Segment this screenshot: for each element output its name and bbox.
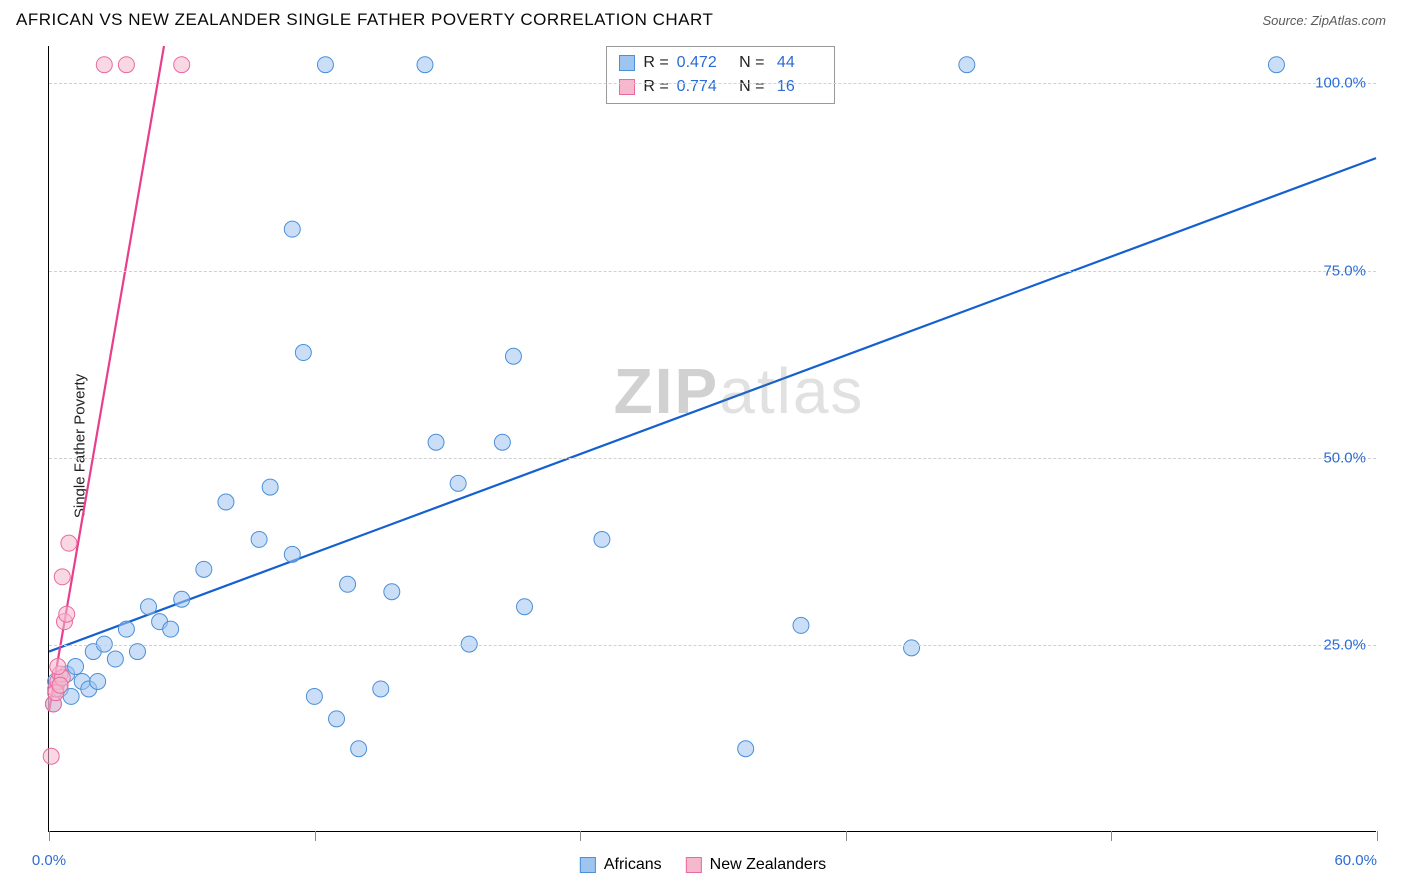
data-point [306,688,322,704]
data-point [68,659,84,675]
data-point [129,644,145,660]
legend-label: New Zealanders [710,856,827,874]
data-point [505,348,521,364]
data-point [1268,57,1284,73]
gridline-h [49,458,1376,459]
data-point [196,561,212,577]
data-point [417,57,433,73]
legend-label: Africans [604,856,662,874]
title-bar: AFRICAN VS NEW ZEALANDER SINGLE FATHER P… [0,0,1406,40]
data-point [262,479,278,495]
source-label: Source: ZipAtlas.com [1262,13,1386,28]
data-point [118,621,134,637]
stats-swatch [619,79,635,95]
y-tick-label: 100.0% [1315,75,1366,92]
gridline-h [49,83,1376,84]
data-point [118,57,134,73]
data-point [107,651,123,667]
data-point [517,599,533,615]
data-point [284,546,300,562]
data-point [373,681,389,697]
stat-n-label: N = [735,51,765,75]
data-point [61,535,77,551]
x-tick [846,831,847,841]
plot-area: ZIPatlas R =0.472 N = 44R =0.774 N = 16 … [48,46,1376,832]
data-point [54,569,70,585]
x-tick [1111,831,1112,841]
chart-title: AFRICAN VS NEW ZEALANDER SINGLE FATHER P… [16,10,713,30]
data-point [450,475,466,491]
stats-swatch [619,55,635,71]
data-point [384,584,400,600]
data-point [494,434,510,450]
data-point [43,748,59,764]
stat-r-label: R = [643,75,668,99]
trend-line [49,158,1376,651]
data-point [904,640,920,656]
stat-n-value: 16 [772,75,822,99]
gridline-h [49,645,1376,646]
y-tick-label: 50.0% [1323,449,1366,466]
data-point [959,57,975,73]
data-point [59,606,75,622]
data-point [96,57,112,73]
data-point [52,677,68,693]
stat-n-label: N = [735,75,765,99]
x-tick-label: 60.0% [1334,852,1377,869]
data-point [141,599,157,615]
data-point [284,221,300,237]
legend-swatch [580,857,596,873]
stat-r-value: 0.774 [677,75,727,99]
data-point [251,531,267,547]
y-tick-label: 75.0% [1323,262,1366,279]
legend-item: New Zealanders [686,856,827,874]
data-point [594,531,610,547]
x-tick-label: 0.0% [32,852,66,869]
data-point [163,621,179,637]
data-point [174,591,190,607]
data-point [174,57,190,73]
stats-row: R = 0.774 N = 16 [619,75,822,99]
data-point [738,741,754,757]
stat-r-label: R = [643,51,668,75]
legend-swatch [686,857,702,873]
chart-svg [49,46,1376,831]
data-point [428,434,444,450]
x-tick [580,831,581,841]
data-point [317,57,333,73]
data-point [50,659,66,675]
data-point [295,345,311,361]
legend-item: Africans [580,856,662,874]
x-tick [315,831,316,841]
x-tick [1377,831,1378,841]
data-point [329,711,345,727]
stats-row: R = 0.472 N = 44 [619,51,822,75]
legend-bottom: Africans New Zealanders [580,856,826,874]
data-point [351,741,367,757]
data-point [793,617,809,633]
data-point [340,576,356,592]
chart-container: AFRICAN VS NEW ZEALANDER SINGLE FATHER P… [0,0,1406,892]
data-point [90,673,106,689]
x-tick [49,831,50,841]
gridline-h [49,271,1376,272]
stat-n-value: 44 [772,51,822,75]
stats-box: R = 0.472 N = 44 R = 0.774 N = 16 [606,46,835,104]
data-point [218,494,234,510]
y-tick-label: 25.0% [1323,636,1366,653]
stat-r-value: 0.472 [677,51,727,75]
